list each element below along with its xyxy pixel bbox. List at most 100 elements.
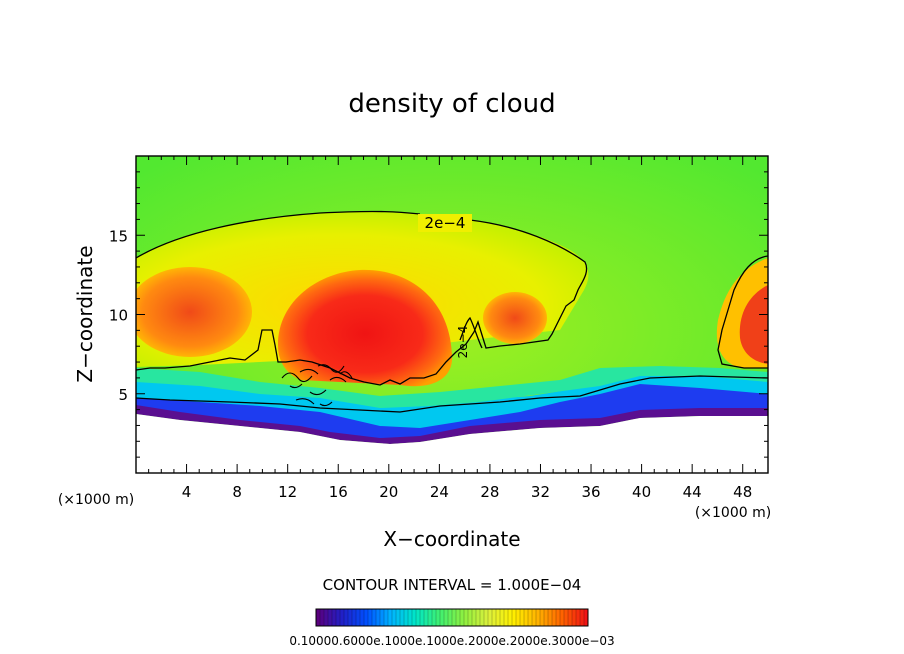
colorbar-swatch [536, 609, 541, 626]
colorbar-swatch [452, 609, 457, 626]
colorbar-swatch [420, 609, 425, 626]
x-tick-label: 32 [531, 483, 550, 501]
colorbar-swatch [432, 609, 437, 626]
x-tick-label: 24 [430, 483, 449, 501]
x-tick-label: 44 [683, 483, 702, 501]
colorbar-swatch [540, 609, 545, 626]
contour-interval-text: CONTOUR INTERVAL = 1.000E−04 [323, 576, 582, 594]
y-axis-unit: (×1000 m) [58, 492, 134, 508]
colorbar-swatch [328, 609, 333, 626]
colorbar-swatch [336, 609, 341, 626]
colorbar-swatch [560, 609, 565, 626]
x-tick-label: 20 [379, 483, 398, 501]
colorbar-swatch [388, 609, 393, 626]
colorbar-swatch [444, 609, 449, 626]
colorbar-swatch [396, 609, 401, 626]
colorbar-swatch [484, 609, 489, 626]
colorbar-swatch [496, 609, 501, 626]
colorbar-swatch [428, 609, 433, 626]
colorbar-swatch [436, 609, 441, 626]
colorbar-swatch [324, 609, 329, 626]
colorbar-swatch [348, 609, 353, 626]
colorbar-swatch [468, 609, 473, 626]
contour-main [136, 210, 588, 386]
colorbar-swatch [584, 609, 589, 626]
colorbar-swatch [544, 609, 549, 626]
colorbar-swatch [512, 609, 517, 626]
colorbar-swatch [424, 609, 429, 626]
x-tick-label: 28 [480, 483, 499, 501]
colorbar-swatch [344, 609, 349, 626]
colorbar-swatch [500, 609, 505, 626]
field-right-core [739, 285, 768, 364]
colorbar-swatch [380, 609, 385, 626]
x-axis-label: X−coordinate [383, 527, 520, 551]
colorbar-swatch [404, 609, 409, 626]
colorbar-swatch [472, 609, 477, 626]
x-axis-unit: (×1000 m) [695, 505, 771, 521]
y-axis-label: Z−coordinate [73, 245, 97, 382]
colorbar-swatch [568, 609, 573, 626]
colorbar-swatch [360, 609, 365, 626]
field-orange-left [136, 267, 252, 357]
colorbar-swatch [372, 609, 377, 626]
colorbar-swatch [356, 609, 361, 626]
colorbar-swatch [460, 609, 465, 626]
contour-label-tower: 2e−4 [456, 326, 470, 359]
colorbar-swatch [400, 609, 405, 626]
contour-label-main: 2e−4 [425, 214, 466, 232]
contour-scatter [281, 364, 353, 407]
colorbar-swatch [384, 609, 389, 626]
field-no-cloud [136, 414, 768, 473]
colorbar-swatch [516, 609, 521, 626]
colorbar-swatch [448, 609, 453, 626]
contour-lines [136, 210, 768, 413]
y-tick-label: 10 [109, 307, 128, 325]
field-purple-edge [136, 405, 768, 444]
colorbar-swatch [464, 609, 469, 626]
plot-area [136, 156, 768, 473]
colorbar-swatch [504, 609, 509, 626]
x-tick-label: 8 [232, 483, 242, 501]
colorbar-swatch [392, 609, 397, 626]
colorbar-swatch [440, 609, 445, 626]
colorbar-swatch [376, 609, 381, 626]
field-red-core [278, 269, 453, 387]
colorbar-swatch [520, 609, 525, 626]
colorbar-swatch [580, 609, 585, 626]
colorbar-swatch [364, 609, 369, 626]
colorbar-swatch [556, 609, 561, 626]
x-tick-label: 12 [278, 483, 297, 501]
colorbar-swatch [416, 609, 421, 626]
y-tick-label: 15 [109, 227, 128, 245]
colorbar-swatch [572, 609, 577, 626]
contour-labels: 2e−4 2e−4 [418, 214, 472, 358]
colorbar-frame [315, 608, 589, 627]
x-tick-label: 36 [581, 483, 600, 501]
colorbar-swatch [476, 609, 481, 626]
x-tick-label: 40 [632, 483, 651, 501]
colorbar-swatch [332, 609, 337, 626]
colorbar-swatch [564, 609, 569, 626]
field-orange-mid [483, 292, 547, 344]
contour-label-bg [418, 214, 472, 232]
contour-tower-a [459, 316, 483, 349]
colorbar-swatch [548, 609, 553, 626]
colorbar-swatch [408, 609, 413, 626]
chart-title: density of cloud [348, 89, 555, 119]
y-axis-ticks: 5 10 15 [109, 155, 768, 474]
contour-lower [136, 375, 768, 413]
colorbar-swatch [340, 609, 345, 626]
colorbar-swatch [480, 609, 485, 626]
colorbar-swatch [316, 609, 321, 626]
colorbar-swatch [492, 609, 497, 626]
colorbar-swatch [412, 609, 417, 626]
x-tick-label: 16 [329, 483, 348, 501]
x-tick-label: 4 [182, 483, 192, 501]
x-tick-label: 48 [733, 483, 752, 501]
colorbar-swatch [352, 609, 357, 626]
y-tick-label: 5 [118, 386, 128, 404]
colorbar-swatch [532, 609, 537, 626]
colorbar-swatch [320, 609, 325, 626]
